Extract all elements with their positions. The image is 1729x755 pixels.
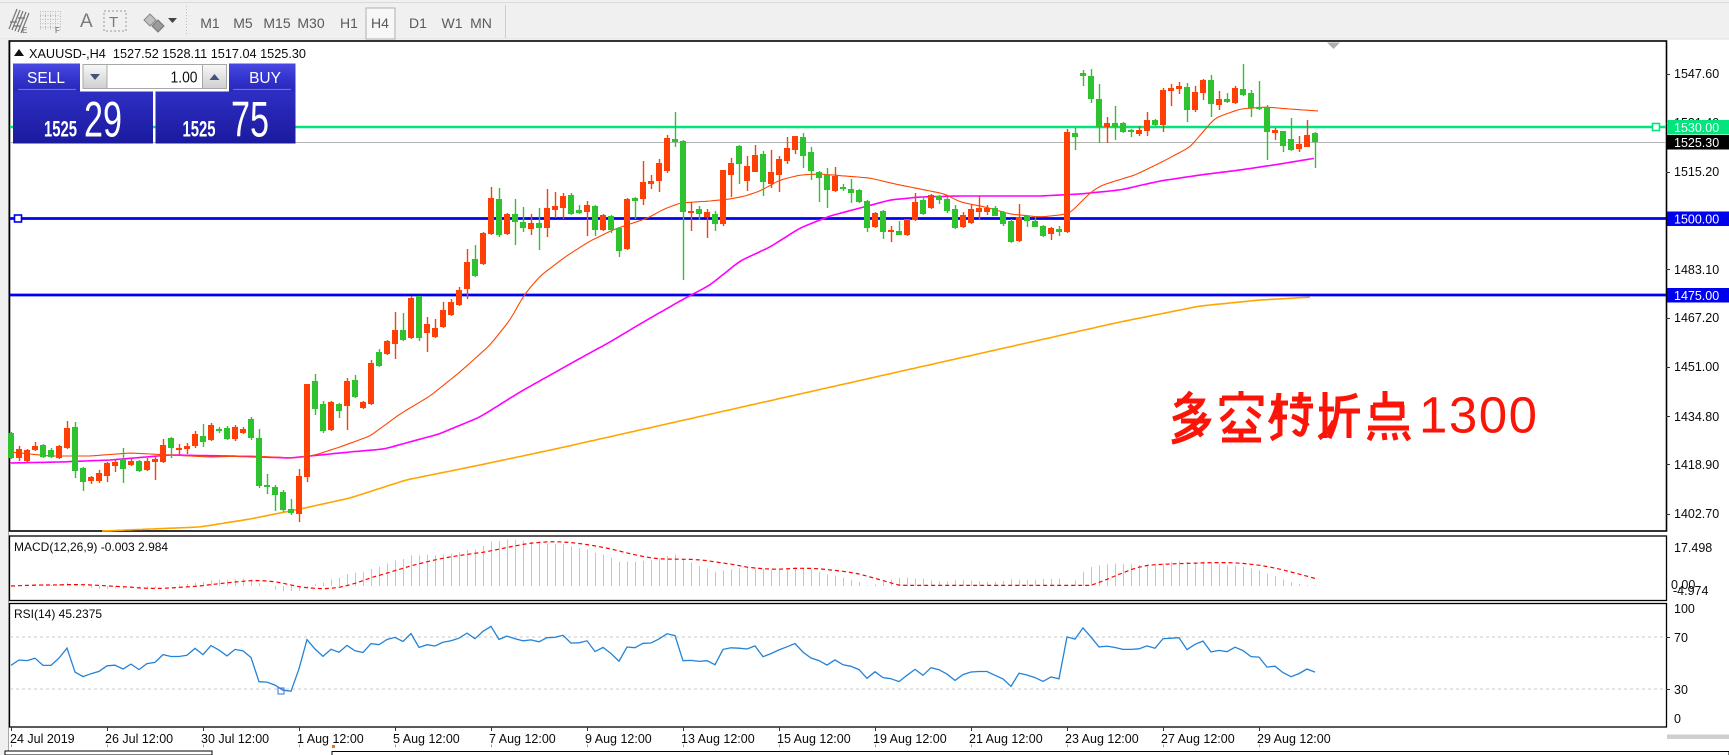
svg-text:1300: 1300 — [1419, 387, 1538, 444]
svg-text:9 Aug 12:00: 9 Aug 12:00 — [585, 732, 652, 746]
svg-text:100: 100 — [1674, 602, 1695, 616]
svg-text:H4: H4 — [371, 15, 389, 31]
svg-text:H1: H1 — [340, 15, 358, 31]
svg-text:SELL: SELL — [27, 70, 65, 87]
svg-text:RSI(14) 45.2375: RSI(14) 45.2375 — [14, 607, 102, 621]
svg-text:1402.70: 1402.70 — [1674, 507, 1719, 521]
svg-text:5 Aug 12:00: 5 Aug 12:00 — [393, 732, 460, 746]
svg-text:XAUUSD-,H4 1527.52 1528.11 15: XAUUSD-,H4 1527.52 1528.11 1517.04 1525.… — [29, 46, 306, 61]
svg-text:W1: W1 — [442, 15, 463, 31]
svg-text:70: 70 — [1674, 631, 1688, 645]
svg-text:1525: 1525 — [44, 117, 77, 142]
svg-text:29: 29 — [84, 92, 122, 148]
svg-text:0: 0 — [1674, 712, 1681, 726]
svg-text:M30: M30 — [297, 15, 324, 31]
svg-text:19 Aug 12:00: 19 Aug 12:00 — [873, 732, 947, 746]
svg-text:M1: M1 — [200, 15, 220, 31]
svg-text:MN: MN — [470, 15, 492, 31]
svg-text:0.00: 0.00 — [1671, 578, 1695, 592]
svg-text:-4.974: -4.974 — [1673, 584, 1708, 598]
svg-text:23 Aug 12:00: 23 Aug 12:00 — [1065, 732, 1139, 746]
svg-text:30: 30 — [1674, 683, 1688, 697]
svg-text:M5: M5 — [233, 15, 253, 31]
svg-text:1515.20: 1515.20 — [1674, 165, 1719, 179]
svg-text:13 Aug 12:00: 13 Aug 12:00 — [681, 732, 755, 746]
svg-text:E: E — [22, 26, 27, 35]
svg-text:D1: D1 — [409, 15, 427, 31]
svg-text:1418.90: 1418.90 — [1674, 458, 1719, 472]
svg-text:1451.00: 1451.00 — [1674, 360, 1719, 374]
svg-text:1.00: 1.00 — [171, 70, 198, 87]
svg-text:30 Jul 12:00: 30 Jul 12:00 — [201, 732, 269, 746]
svg-text:T: T — [109, 14, 118, 31]
svg-text:7 Aug 12:00: 7 Aug 12:00 — [489, 732, 556, 746]
svg-text:1434.80: 1434.80 — [1674, 410, 1719, 424]
svg-text:1500.00: 1500.00 — [1674, 213, 1719, 227]
svg-text:27 Aug 12:00: 27 Aug 12:00 — [1161, 732, 1235, 746]
svg-text:75: 75 — [231, 92, 269, 148]
svg-text:1530.00: 1530.00 — [1674, 121, 1719, 135]
svg-text:1547.60: 1547.60 — [1674, 67, 1719, 81]
svg-text:F: F — [55, 26, 60, 35]
svg-text:21 Aug 12:00: 21 Aug 12:00 — [969, 732, 1043, 746]
svg-text:15 Aug 12:00: 15 Aug 12:00 — [777, 732, 851, 746]
svg-text:BUY: BUY — [249, 70, 281, 87]
svg-text:26 Jul 12:00: 26 Jul 12:00 — [105, 732, 173, 746]
svg-text:1475.00: 1475.00 — [1674, 289, 1719, 303]
svg-text:29 Aug 12:00: 29 Aug 12:00 — [1257, 732, 1331, 746]
svg-text:MACD(12,26,9) -0.003 2.984: MACD(12,26,9) -0.003 2.984 — [14, 540, 168, 554]
svg-text:1 Aug 12:00: 1 Aug 12:00 — [297, 732, 364, 746]
svg-text:1467.20: 1467.20 — [1674, 311, 1719, 325]
svg-text:1483.10: 1483.10 — [1674, 263, 1719, 277]
svg-text:17.498: 17.498 — [1674, 541, 1712, 555]
svg-text:M15: M15 — [263, 15, 290, 31]
svg-text:24 Jul 2019: 24 Jul 2019 — [10, 732, 75, 746]
svg-text:1525.30: 1525.30 — [1674, 136, 1719, 150]
svg-text:A: A — [80, 11, 93, 32]
svg-text:1525: 1525 — [183, 117, 216, 142]
